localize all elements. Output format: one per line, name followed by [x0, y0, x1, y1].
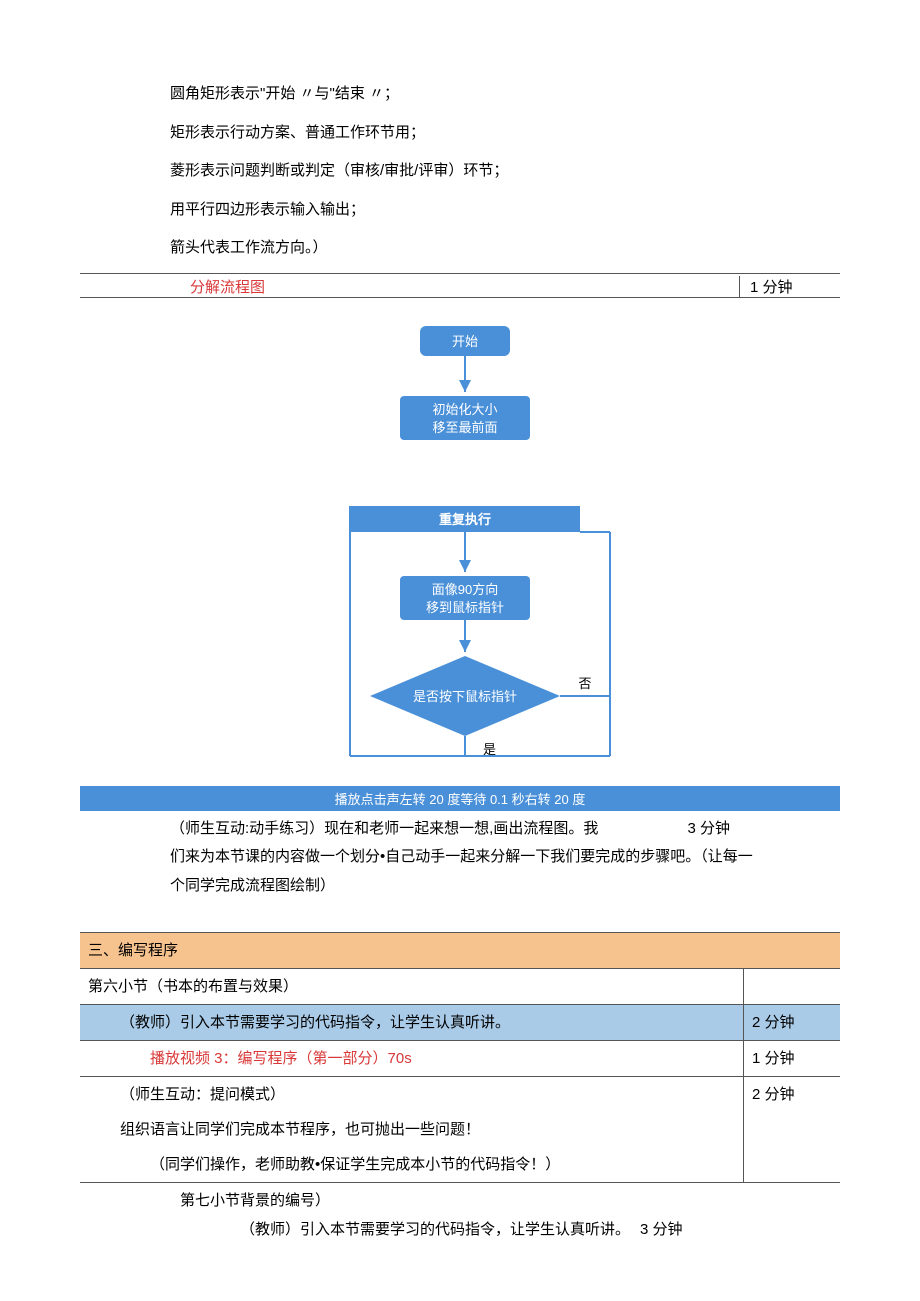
- svg-text:移到鼠标指针: 移到鼠标指针: [426, 600, 504, 615]
- intro-block: 圆角矩形表示"开始 〃与"结束 〃； 矩形表示行动方案、普通工作环节用； 菱形表…: [80, 80, 840, 263]
- intro-line: 圆角矩形表示"开始 〃与"结束 〃；: [80, 80, 840, 109]
- table-cell-time: [744, 1147, 841, 1183]
- svg-text:开始: 开始: [452, 334, 478, 349]
- practice-line1: （师生互动:动手练习）现在和老师一起来想一想,画出流程图。我: [170, 820, 598, 837]
- svg-text:是否按下鼠标指针: 是否按下鼠标指针: [413, 689, 517, 704]
- divider: [80, 273, 840, 274]
- section3-sub-row: 第六小节（书本的布置与效果）: [80, 969, 840, 1005]
- row-flow-title: 分解流程图 1 分钟: [80, 276, 840, 297]
- intro-line: 箭头代表工作流方向。）: [80, 234, 840, 263]
- table-cell-time: 2 分钟: [744, 1005, 841, 1041]
- section3-header-row: 三、编写程序: [80, 933, 840, 969]
- after-time: 3 分钟: [640, 1216, 760, 1245]
- flow-time: 1 分钟: [739, 276, 840, 297]
- section3-header: 三、编写程序: [80, 933, 840, 969]
- flowchart-container: 开始初始化大小移至最前面重复执行面像90方向移到鼠标指针是否按下鼠标指针 否是: [80, 298, 840, 786]
- table-cell-time: 2 分钟: [744, 1077, 841, 1113]
- svg-text:初始化大小: 初始化大小: [432, 402, 497, 417]
- svg-text:面像90方向: 面像90方向: [432, 582, 498, 597]
- intro-line: 矩形表示行动方案、普通工作环节用；: [80, 119, 840, 148]
- practice-time: 3 分钟: [687, 815, 730, 844]
- after-row: （教师）引入本节需要学习的代码指令，让学生认真听讲。 3 分钟: [180, 1216, 760, 1245]
- table-cell-time: [744, 1112, 841, 1147]
- section3-sub-time: [744, 969, 841, 1005]
- section3-sub: 第六小节（书本的布置与效果）: [80, 969, 744, 1005]
- after-sub: 第七小节背景的编号）: [180, 1187, 760, 1216]
- table-cell-time: 1 分钟: [744, 1041, 841, 1077]
- flow-title: 分解流程图: [80, 276, 739, 297]
- practice-line2: 们来为本节课的内容做一个划分•自己动手一起来分解一下我们要完成的步骤吧。（让每一…: [170, 848, 753, 894]
- table-cell-text: （同学们操作，老师助教•保证学生完成本小节的代码指令！）: [80, 1147, 744, 1183]
- blue-caption-bar: 播放点击声左转 20 度等待 0.1 秒右转 20 度: [80, 786, 840, 811]
- section3-table: 三、编写程序 第六小节（书本的布置与效果） （教师）引入本节需要学习的代码指令，…: [80, 932, 840, 1183]
- table-row: 组织语言让同学们完成本节程序，也可抛出一些问题！: [80, 1112, 840, 1147]
- practice-paragraph: （师生互动:动手练习）现在和老师一起来想一想,画出流程图。我 3 分钟 们来为本…: [80, 811, 840, 905]
- table-row: 播放视频 3：编写程序（第一部分）70s1 分钟: [80, 1041, 840, 1077]
- svg-text:重复执行: 重复执行: [439, 512, 491, 527]
- svg-text:否: 否: [578, 676, 591, 691]
- table-cell-text: 播放视频 3：编写程序（第一部分）70s: [80, 1041, 744, 1077]
- page: 圆角矩形表示"开始 〃与"结束 〃； 矩形表示行动方案、普通工作环节用； 菱形表…: [0, 0, 920, 1288]
- table-row: （师生互动：提问模式）2 分钟: [80, 1077, 840, 1113]
- table-cell-text: （教师）引入本节需要学习的代码指令，让学生认真听讲。: [80, 1005, 744, 1041]
- svg-text:移至最前面: 移至最前面: [432, 420, 497, 435]
- table-row: （教师）引入本节需要学习的代码指令，让学生认真听讲。2 分钟: [80, 1005, 840, 1041]
- table-cell-text: （师生互动：提问模式）: [80, 1077, 744, 1113]
- intro-line: 菱形表示问题判断或判定（审核/审批/评审）环节；: [80, 157, 840, 186]
- after-block: 第七小节背景的编号） （教师）引入本节需要学习的代码指令，让学生认真听讲。 3 …: [80, 1183, 840, 1248]
- table-row: （同学们操作，老师助教•保证学生完成本小节的代码指令！）: [80, 1147, 840, 1183]
- flowchart-svg: 开始初始化大小移至最前面重复执行面像90方向移到鼠标指针是否按下鼠标指针 否是: [220, 306, 700, 786]
- table-cell-text: 组织语言让同学们完成本节程序，也可抛出一些问题！: [80, 1112, 744, 1147]
- svg-text:是: 是: [483, 742, 496, 757]
- after-line: （教师）引入本节需要学习的代码指令，让学生认真听讲。: [180, 1216, 640, 1245]
- intro-line: 用平行四边形表示输入输出；: [80, 196, 840, 225]
